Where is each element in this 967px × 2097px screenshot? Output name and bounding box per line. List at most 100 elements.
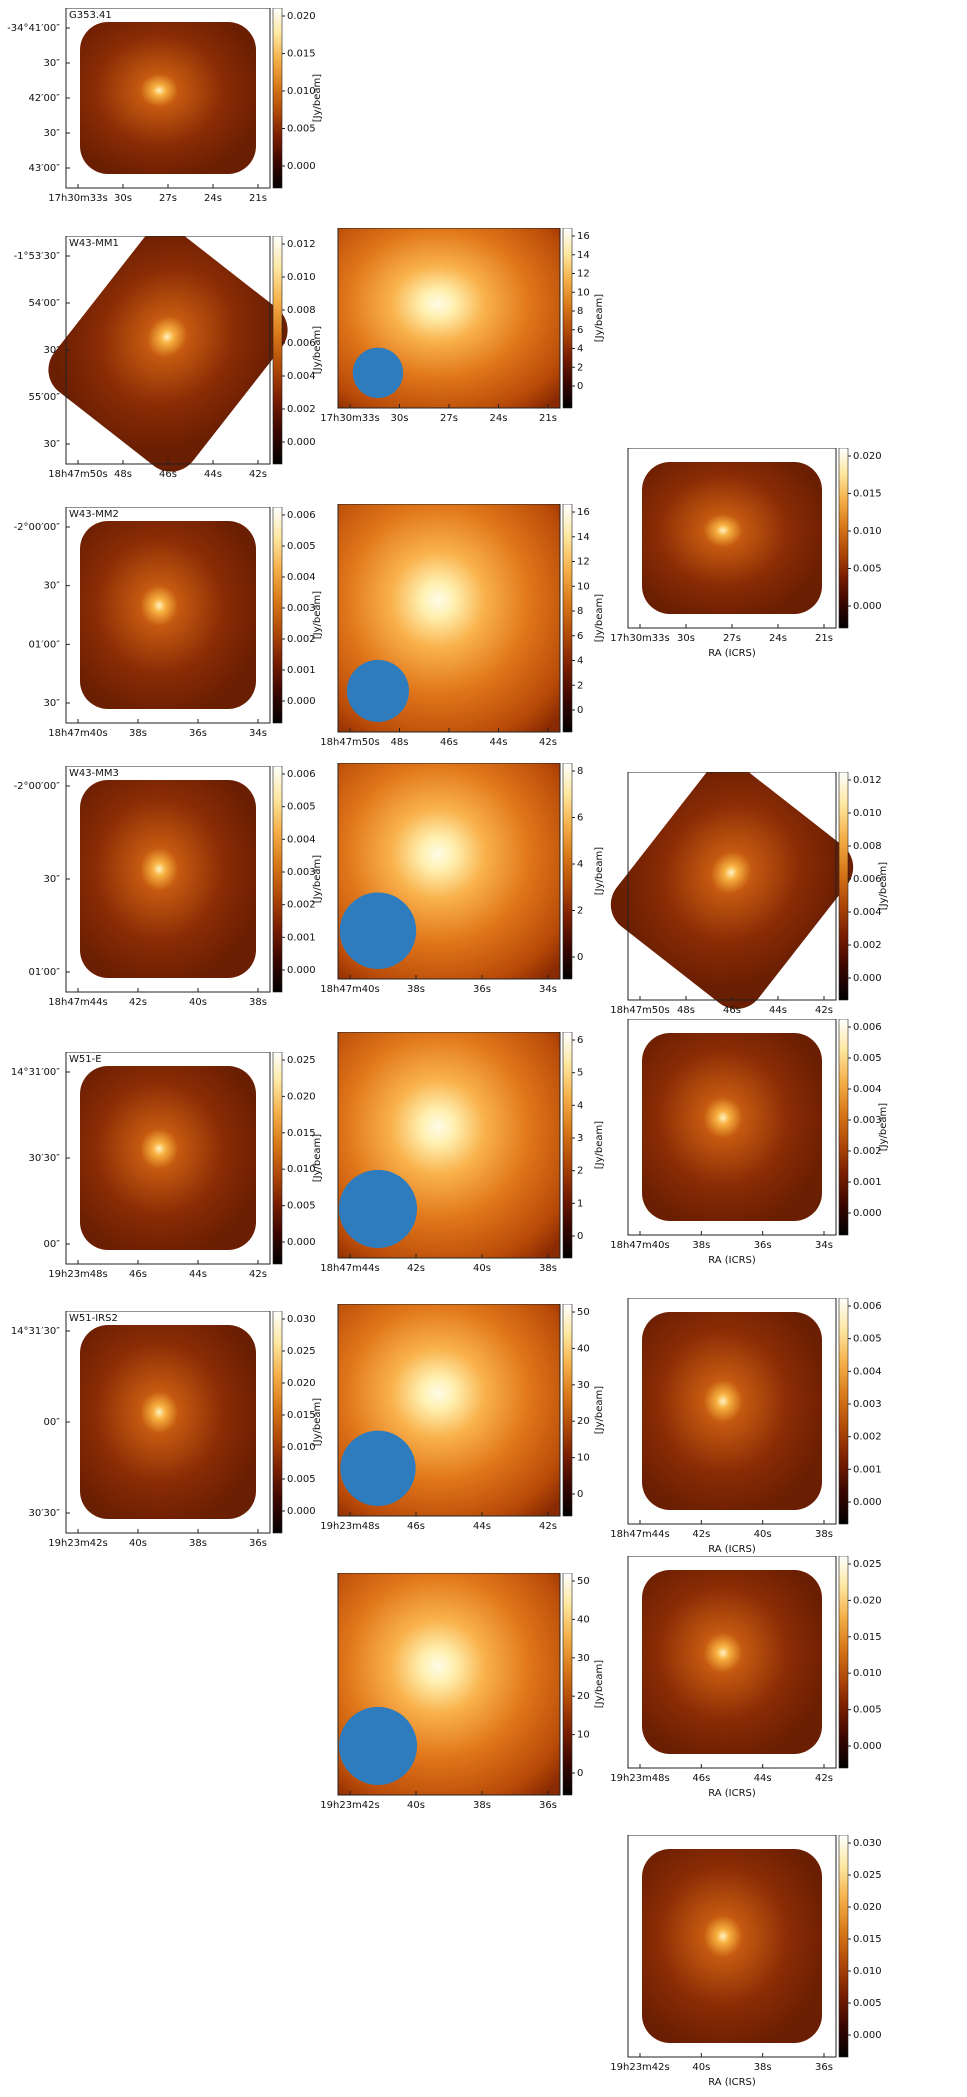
beam-ellipse <box>340 1430 416 1506</box>
colorbar-tick-label: 0.002 <box>287 404 316 415</box>
colorbar-tick-label: 0.015 <box>853 489 882 500</box>
beam-ellipse <box>352 347 404 398</box>
colorbar-tick-label: 40 <box>577 1614 590 1625</box>
dec-tick-label: 43′00″ <box>29 163 61 174</box>
mosaic-footprint <box>80 780 256 978</box>
mosaic-footprint <box>80 22 256 174</box>
continuum-map-panel: 18h47m40s 38s 36s 34s RA (ICRS) 0.006 0.005 0.0… <box>610 1018 889 1266</box>
colorbar <box>272 1310 283 1534</box>
dec-tick-label: 54′00″ <box>29 298 61 309</box>
smoothed-map-panel: 19h23m48s 46s 44s 42s 50 40 30 20 10 0 [Jy/beam] <box>320 1303 605 1532</box>
dec-tick-label: 30″ <box>44 439 61 450</box>
ra-tick-label: 40s <box>692 2062 710 2073</box>
colorbar-tick-label: 0.020 <box>287 11 316 22</box>
ra-tick-label: 36s <box>815 2062 833 2073</box>
colorbar-tick-label: 0.005 <box>853 1998 882 2009</box>
colorbar-unit-label: [Jy/beam] <box>878 1103 889 1152</box>
colorbar-tick-label: 0.010 <box>287 272 316 283</box>
colorbar-tick-label: 4 <box>577 1100 583 1111</box>
colorbar-tick-label: 0 <box>577 1768 583 1779</box>
colorbar-tick-label: 0 <box>577 1489 583 1500</box>
dec-tick-label: -34°41′00″ <box>7 23 60 34</box>
colorbar-tick-label: 30 <box>577 1653 590 1664</box>
ra-tick-label: 36s <box>249 1538 267 1549</box>
continuum-map-panel: 18h47m50s48s46s44s42sRA (J2000)0.0120.01… <box>610 763 889 1031</box>
colorbar-tick-label: 0.008 <box>287 305 316 316</box>
colorbar-tick-label: 0.002 <box>287 900 316 911</box>
ra-tick-label: 18h47m50s <box>48 469 107 480</box>
ra-tick-label: 30s <box>391 413 409 424</box>
beam-ellipse <box>338 1169 418 1248</box>
ra-tick-label: 48s <box>677 1005 695 1016</box>
ra-tick-label: 40s <box>407 1800 425 1811</box>
colorbar-tick-label: 3 <box>577 1133 583 1144</box>
ra-tick-label: 46s <box>129 1269 147 1280</box>
colorbar-tick-label: 0.005 <box>853 564 882 575</box>
colorbar-tick-label: 0.002 <box>853 1146 882 1157</box>
ra-tick-label: 40s <box>129 1538 147 1549</box>
dec-tick-label: 30″ <box>44 128 61 139</box>
colorbar-tick-label: 0.000 <box>287 965 316 976</box>
figure-row: W51-E 19h23m48s 46s 44s 42s 14°31′00″ 30′30″ 00… <box>0 1051 967 1799</box>
colorbar-tick-label: 0.015 <box>287 49 316 60</box>
colorbar <box>562 762 573 980</box>
beam-ellipse <box>338 1706 418 1785</box>
colorbar-tick-label: 0.000 <box>287 161 316 172</box>
dec-tick-label: 55′00″ <box>29 392 61 403</box>
colorbar-tick-label: 0.015 <box>853 1934 882 1945</box>
dec-tick-label: 30′30″ <box>29 1508 61 1519</box>
colorbar-tick-label: 6 <box>577 631 583 642</box>
dec-tick-label: -2°00′00″ <box>14 522 61 533</box>
ra-tick-label: 38s <box>539 1263 557 1274</box>
continuum-map-panel: W43-MM1 18h47m50s 48s 46s 44s 42s -1°53′30″ 54′… <box>14 228 323 480</box>
ra-tick-label: 36s <box>189 728 207 739</box>
colorbar-tick-label: 0.000 <box>287 1506 316 1517</box>
continuum-map-panel: G353.41 17h30m33s 30s 27s 24s 21s -34°41′00″ 30… <box>7 7 323 204</box>
figure-row: W43-MM2 18h47m40s 38s 36s 34s -2°00′00″ 30″ 01′… <box>0 506 967 1266</box>
mosaic-footprint <box>80 521 256 709</box>
beam-ellipse <box>339 892 417 969</box>
ra-tick-label: 40s <box>189 997 207 1008</box>
ra-tick-label: 42s <box>407 1263 425 1274</box>
ra-axis-title: RA (ICRS) <box>708 648 756 659</box>
ra-tick-label: 44s <box>769 1005 787 1016</box>
colorbar <box>272 765 283 993</box>
ra-tick-label: 38s <box>129 728 147 739</box>
ra-tick-label: 30s <box>677 633 695 644</box>
figure-row: W43-MM1 18h47m50s 48s 46s 44s 42s -1°53′30″ 54′… <box>0 228 967 1031</box>
colorbar-unit-label: [Jy/beam] <box>594 594 605 643</box>
colorbar-tick-label: 0.020 <box>287 1091 316 1102</box>
colorbar-tick-label: 0.004 <box>853 1366 882 1377</box>
colorbar-tick-label: 0.025 <box>853 1870 882 1881</box>
ra-tick-label: 38s <box>407 984 425 995</box>
ra-tick-label: 21s <box>815 633 833 644</box>
ra-tick-label: 42s <box>692 1529 710 1540</box>
colorbar-tick-label: 2 <box>577 906 583 917</box>
colorbar-tick-label: 0.012 <box>287 239 316 250</box>
colorbar-tick-label: 4 <box>577 344 583 355</box>
ra-tick-label: 17h30m33s <box>48 193 107 204</box>
dec-tick-label: 01′00″ <box>29 967 61 978</box>
colorbar-tick-label: 0.015 <box>853 1632 882 1643</box>
colorbar-tick-label: 16 <box>577 507 590 518</box>
colorbar-tick-label: 0.002 <box>287 634 316 645</box>
source-name: W51-E <box>69 1054 102 1065</box>
colorbar-tick-label: 8 <box>577 606 583 617</box>
ra-axis-title: RA (ICRS) <box>708 1544 756 1555</box>
ra-tick-label: 42s <box>539 737 557 748</box>
ra-tick-label: 34s <box>539 984 557 995</box>
colorbar-tick-label: 4 <box>577 859 583 870</box>
colorbar-tick-label: 0.010 <box>287 1442 316 1453</box>
colorbar-tick-label: 10 <box>577 1453 590 1464</box>
ra-tick-label: 24s <box>769 633 787 644</box>
mosaic-footprint <box>48 228 288 472</box>
colorbar-unit-label: [Jy/beam] <box>594 1386 605 1435</box>
ra-tick-label: 42s <box>539 1521 557 1532</box>
mosaic-footprint <box>80 1066 256 1250</box>
continuum-map-panel: W51-E 19h23m48s 46s 44s 42s 14°31′00″ 30′30″ 00… <box>11 1051 323 1280</box>
colorbar-tick-label: 0.010 <box>853 526 882 537</box>
ra-tick-label: 27s <box>723 633 741 644</box>
colorbar-tick-label: 20 <box>577 1691 590 1702</box>
dec-tick-label: 30″ <box>44 581 61 592</box>
smoothed-map-panel: 18h47m40s 38s 36s 34s 8 6 4 2 0 [Jy/beam] <box>320 762 605 995</box>
